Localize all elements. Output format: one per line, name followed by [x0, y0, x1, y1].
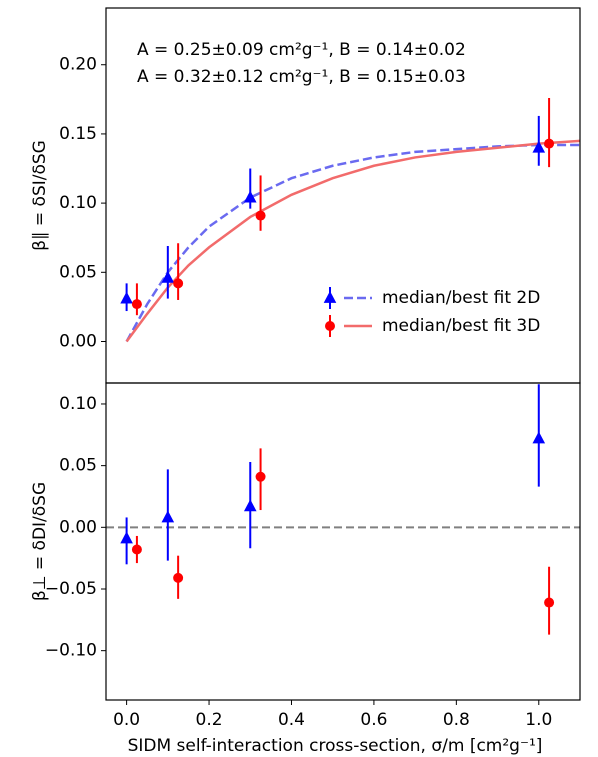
marker	[243, 190, 257, 203]
legend-label: median/best fit 2D	[382, 288, 540, 308]
marker	[544, 138, 555, 149]
marker	[544, 597, 555, 608]
y-tick-label: 0.00	[59, 331, 97, 351]
y-axis-label: β⊥ = δDI/δSG	[30, 482, 50, 601]
marker	[243, 499, 257, 512]
y-tick-label: 0.05	[59, 456, 97, 476]
marker	[161, 510, 175, 523]
x-tick-label: 0.2	[196, 710, 223, 730]
marker	[120, 531, 133, 544]
marker	[161, 270, 175, 283]
x-tick-label: 0.8	[443, 710, 470, 730]
axes-frame	[105, 382, 581, 701]
fit-line	[125, 139, 581, 343]
marker	[131, 544, 142, 555]
y-tick-label: 0.05	[59, 262, 97, 282]
marker	[532, 431, 546, 444]
annotation: A = 0.32±0.12 cm²g⁻¹, B = 0.15±0.03	[137, 67, 466, 87]
x-tick-label: 1.0	[525, 710, 552, 730]
legend-marker	[325, 321, 335, 331]
marker	[532, 140, 546, 153]
x-tick-label: 0.4	[278, 710, 305, 730]
y-tick-label: −0.05	[45, 579, 97, 599]
y-tick-label: −0.10	[45, 641, 97, 661]
x-tick-label: 0.0	[113, 710, 140, 730]
y-axis-label: β∥ = δSI/δSG	[30, 140, 50, 251]
x-axis-label: SIDM self-interaction cross-section, σ/m…	[128, 736, 543, 756]
y-tick-label: 0.20	[59, 55, 97, 75]
marker	[255, 210, 266, 221]
y-tick-label: 0.15	[59, 124, 97, 144]
x-tick-label: 0.6	[360, 710, 387, 730]
marker	[173, 572, 184, 583]
y-tick-label: 0.00	[59, 517, 97, 537]
y-tick-label: 0.10	[59, 193, 97, 213]
marker	[255, 471, 266, 482]
fit-line	[125, 143, 580, 343]
annotation: A = 0.25±0.09 cm²g⁻¹, B = 0.14±0.02	[137, 40, 466, 60]
marker	[173, 278, 184, 289]
marker	[131, 299, 142, 310]
marker	[120, 291, 133, 304]
legend-label: median/best fit 3D	[382, 316, 540, 336]
y-tick-label: 0.10	[59, 394, 97, 414]
legend-marker	[323, 291, 337, 303]
